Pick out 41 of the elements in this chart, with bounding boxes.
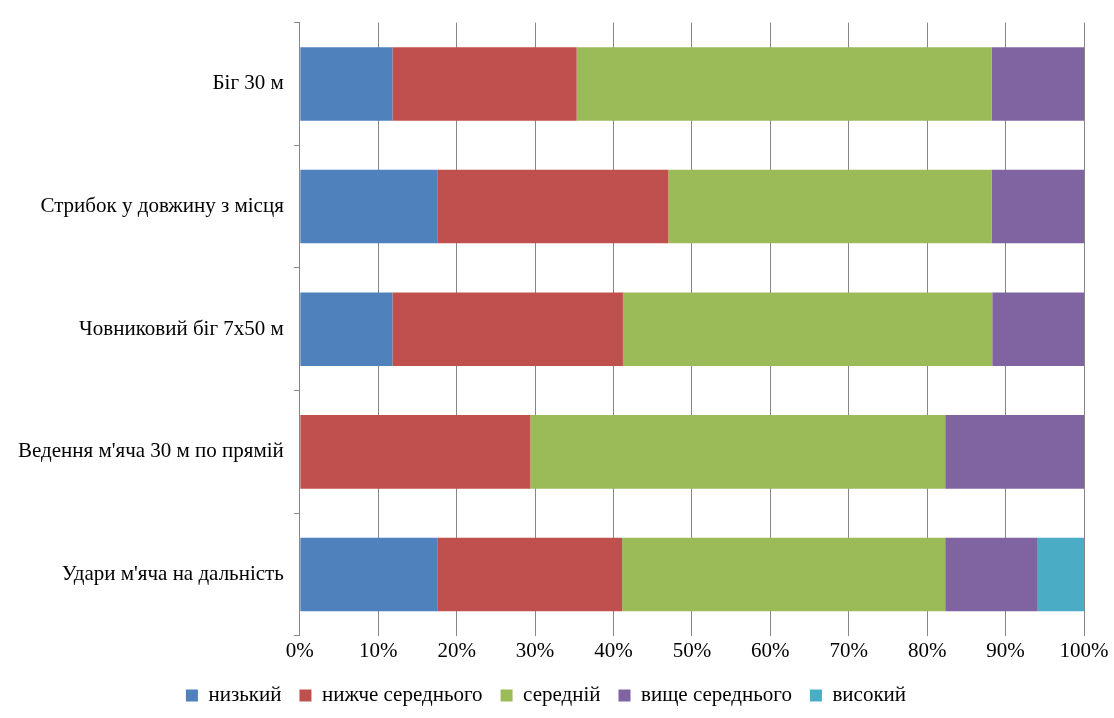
- bar: [668, 169, 992, 244]
- bar: [945, 537, 1038, 612]
- x-tick-label: 70%: [829, 637, 868, 662]
- legend-label: високий: [832, 682, 907, 707]
- x-tick-label: 60%: [751, 637, 790, 662]
- x-tick-label: 30%: [515, 637, 555, 662]
- bar: [437, 537, 623, 612]
- x-tick-label: 100%: [1059, 637, 1109, 662]
- legend-label: вище середнього: [641, 682, 792, 707]
- y-tick-label: Удари м'яча на дальність: [61, 561, 284, 585]
- bar: [300, 415, 531, 489]
- y-tick-label: Ведення м'яча 30 м по прямій: [18, 438, 284, 463]
- bar: [991, 47, 1084, 121]
- bar: [392, 292, 623, 366]
- bar: [300, 537, 438, 612]
- x-tick-label: 10%: [359, 637, 398, 662]
- bar: [437, 169, 669, 244]
- legend-label: низький: [208, 682, 282, 707]
- bar: [622, 537, 946, 612]
- x-tick-label: 40%: [594, 637, 633, 662]
- bar: [945, 415, 1084, 489]
- y-tick-label: Човниковий біг 7х50 м: [79, 315, 284, 340]
- x-tick-label: 50%: [672, 637, 712, 662]
- bar: [576, 47, 992, 121]
- x-tick-label: 20%: [437, 637, 476, 662]
- bar: [992, 292, 1084, 366]
- bar: [300, 47, 393, 121]
- x-tick-label: 90%: [986, 637, 1025, 662]
- x-tick-label: 0%: [285, 637, 314, 662]
- y-tick-label: Стрибок у довжину з місця: [40, 193, 285, 218]
- y-tick-label: Біг 30 м: [212, 70, 284, 95]
- bar: [300, 169, 438, 244]
- bar: [530, 415, 946, 489]
- bar: [991, 169, 1084, 244]
- bar: [392, 47, 577, 121]
- legend-label: нижче середнього: [321, 682, 483, 707]
- bar: [1037, 537, 1084, 612]
- x-tick-label: 80%: [907, 637, 947, 662]
- bar: [622, 292, 993, 366]
- legend-label: середній: [523, 682, 601, 707]
- bar: [300, 292, 393, 366]
